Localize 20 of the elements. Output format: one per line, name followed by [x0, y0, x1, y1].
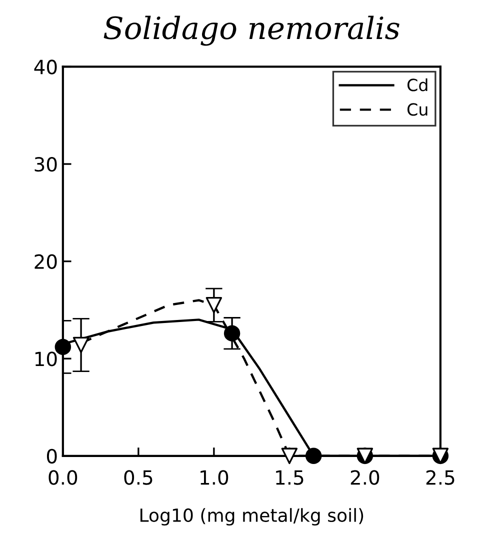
point [281, 448, 298, 464]
y-tick-label: 10 [35, 352, 57, 366]
y-tick-label: 20 [34, 254, 57, 269]
y-tick-label: 30 [34, 156, 57, 172]
point [224, 325, 240, 342]
x-axis-title: Log10 (mg metal/kg soil) [140, 508, 364, 526]
y-tick-label: 0 [46, 448, 57, 464]
point [72, 336, 90, 354]
point [206, 296, 222, 314]
x-tick-label: 0.5 [124, 470, 152, 485]
x-tick-label: 1.5 [276, 470, 304, 485]
point [305, 448, 322, 464]
legend-label: Cd [407, 78, 428, 92]
legend-label: Cu [407, 103, 428, 116]
x-tick-label: 0.0 [48, 470, 78, 485]
x-tick-label: 1.0 [200, 470, 228, 485]
x-tick-label: 2.5 [426, 470, 454, 485]
x-tick-label: 2.0 [350, 470, 380, 485]
y-tick-label: 40 [34, 60, 57, 74]
chart-title: Solidago nemoralis [104, 16, 400, 46]
